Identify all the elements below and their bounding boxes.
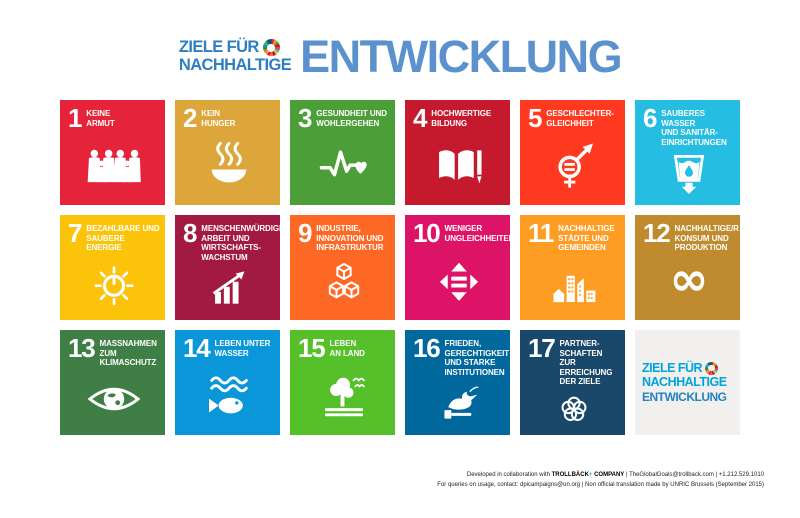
goals-grid: 1 KEINE ARMUT 2 KEIN HUNGER <box>60 100 740 435</box>
infinity-icon: ∞ <box>643 253 735 316</box>
title-small-line2: NACHHALTIGE <box>178 55 292 74</box>
goal-label: SAUBERES WASSER UND SANITÄR- EINRICHTUNG… <box>661 109 727 147</box>
page-title: ZIELE FÜR NACHHALTIGE ENTWICKLUNG <box>0 34 800 79</box>
goal-number: 17 <box>528 333 556 363</box>
sdg-wheel-icon <box>262 39 280 57</box>
goal-number: 4 <box>413 103 427 133</box>
goal-tile-1: 1 KEINE ARMUT <box>60 100 165 205</box>
goal-label: GESCHLECHTER- GLEICHHEIT <box>546 109 614 128</box>
book-pencil-icon <box>413 130 505 201</box>
family-icon <box>68 130 160 201</box>
goal-label: INDUSTRIE, INNOVATION UND INFRASTRUKTUR <box>316 224 384 253</box>
goal-number: 16 <box>413 333 441 363</box>
goal-tile-10: 10 WENIGER UNGLEICHHEITEN <box>405 215 514 320</box>
goal-number: 3 <box>298 103 312 133</box>
fish-waves-icon <box>183 360 275 431</box>
sun-power-icon <box>68 253 160 316</box>
dove-gavel-icon <box>413 377 505 431</box>
eye-globe-icon <box>68 368 160 431</box>
goal-label: NACHHALTIGE/R KONSUM UND PRODUKTION <box>674 224 739 253</box>
goal-number: 12 <box>643 218 671 248</box>
goal-tile-5: 5 GESCHLECHTER- GLEICHHEIT <box>520 100 625 205</box>
footer-line1: Developed in collaboration with TROLLBÄC… <box>466 471 764 478</box>
goal-number: 2 <box>183 103 197 133</box>
goal-tile-13: 13 MASSNAHMEN ZUM KLIMASCHUTZ <box>60 330 165 435</box>
bowl-steam-icon <box>183 130 275 201</box>
goal-tile-9: 9 INDUSTRIE, INNOVATION UND INFRASTRUKTUR <box>290 215 395 320</box>
cubes-icon <box>298 253 390 316</box>
logo-tile-line2: NACHHALTIGE <box>642 375 727 390</box>
goal-label: MASSNAHMEN ZUM KLIMASCHUTZ <box>99 339 157 368</box>
goal-tile-6: 6 SAUBERES WASSER UND SANITÄR- EINRICHTUN… <box>635 100 740 205</box>
plus-mark: + <box>588 471 593 478</box>
title-small-block: ZIELE FÜR NACHHALTIGE <box>178 37 292 75</box>
goal-label: FRIEDEN, GERECHTIGKEIT UND STARKE INSTIT… <box>444 339 510 377</box>
title-small-line1: ZIELE FÜR <box>178 37 259 56</box>
goal-tile-4: 4 HOCHWERTIGE BILDUNG <box>405 100 510 205</box>
goal-label: MENSCHENWÜRDIGE ARBEIT UND WIRTSCHAFTS- … <box>201 224 285 262</box>
equality-arrows-icon <box>413 245 505 316</box>
goal-tile-14: 14 LEBEN UNTER WASSER <box>175 330 280 435</box>
goal-number: 5 <box>528 103 542 133</box>
goal-tile-16: 16 FRIEDEN, GERECHTIGKEIT UND STARKE INST… <box>405 330 510 435</box>
goal-number: 9 <box>298 218 312 248</box>
trollback-brand: TROLLBÄCK <box>551 471 589 478</box>
goal-label: BEZAHLBARE UND SAUBERE ENERGIE <box>86 224 160 253</box>
goal-tile-3: 3 GESUNDHEIT UND WOHLERGEHEN <box>290 100 395 205</box>
goal-tile-17: 17 PARTNER- SCHAFTEN ZUR ERREICHUNG DER Z… <box>520 330 625 435</box>
logo-tile-line1: ZIELE FÜR <box>642 360 703 375</box>
goal-label: KEINE ARMUT <box>86 109 115 128</box>
footer-line2: For queries on usage, contact: dpicampai… <box>437 481 764 488</box>
growth-chart-icon <box>183 262 275 316</box>
goal-label: KEIN HUNGER <box>201 109 236 128</box>
city-buildings-icon <box>528 253 620 316</box>
goal-number: 13 <box>68 333 96 363</box>
title-big: ENTWICKLUNG <box>300 31 622 82</box>
gender-equality-icon <box>528 130 620 201</box>
goal-number: 15 <box>298 333 326 363</box>
tree-birds-icon <box>298 360 390 431</box>
goal-label: PARTNER- SCHAFTEN ZUR ERREICHUNG DER ZIE… <box>559 339 613 387</box>
footer-credits: Developed in collaboration with TROLLBÄC… <box>437 470 764 490</box>
goal-label: WENIGER UNGLEICHHEITEN <box>444 224 515 243</box>
goal-tile-12: 12 NACHHALTIGE/R KONSUM UND PRODUKTION ∞ <box>635 215 740 320</box>
water-glass-icon <box>643 147 735 201</box>
goal-tile-8: 8 MENSCHENWÜRDIGE ARBEIT UND WIRTSCHAFTS-… <box>175 215 284 320</box>
goal-tile-7: 7 BEZAHLBARE UND SAUBERE ENERGIE <box>60 215 165 320</box>
logo-tile: ZIELE FÜR NACHHALTIGE ENTWICKLUNG <box>635 330 740 435</box>
goal-number: 1 <box>68 103 82 133</box>
goal-label: HOCHWERTIGE BILDUNG <box>431 109 492 128</box>
goal-tile-15: 15 LEBEN AN LAND <box>290 330 395 435</box>
goal-number: 7 <box>68 218 82 248</box>
logo-tile-line3: ENTWICKLUNG <box>642 390 727 405</box>
goal-number: 10 <box>413 218 441 248</box>
goal-tile-2: 2 KEIN HUNGER <box>175 100 280 205</box>
goal-number: 8 <box>183 218 197 248</box>
linked-circles-icon <box>528 387 620 431</box>
goal-label: LEBEN UNTER WASSER <box>214 339 271 358</box>
goal-label: GESUNDHEIT UND WOHLERGEHEN <box>316 109 387 128</box>
goal-number: 14 <box>183 333 211 363</box>
goal-label: LEBEN AN LAND <box>329 339 365 358</box>
goal-label: NACHHALTIGE STÄDTE UND GEMEINDEN <box>558 224 615 253</box>
sdg-wheel-icon <box>705 361 719 375</box>
goal-tile-11: 11 NACHHALTIGE STÄDTE UND GEMEINDEN <box>520 215 625 320</box>
svg-text:∞: ∞ <box>670 261 709 307</box>
ekg-heart-icon <box>298 130 390 201</box>
goal-number: 11 <box>528 218 554 248</box>
goal-number: 6 <box>643 103 657 133</box>
